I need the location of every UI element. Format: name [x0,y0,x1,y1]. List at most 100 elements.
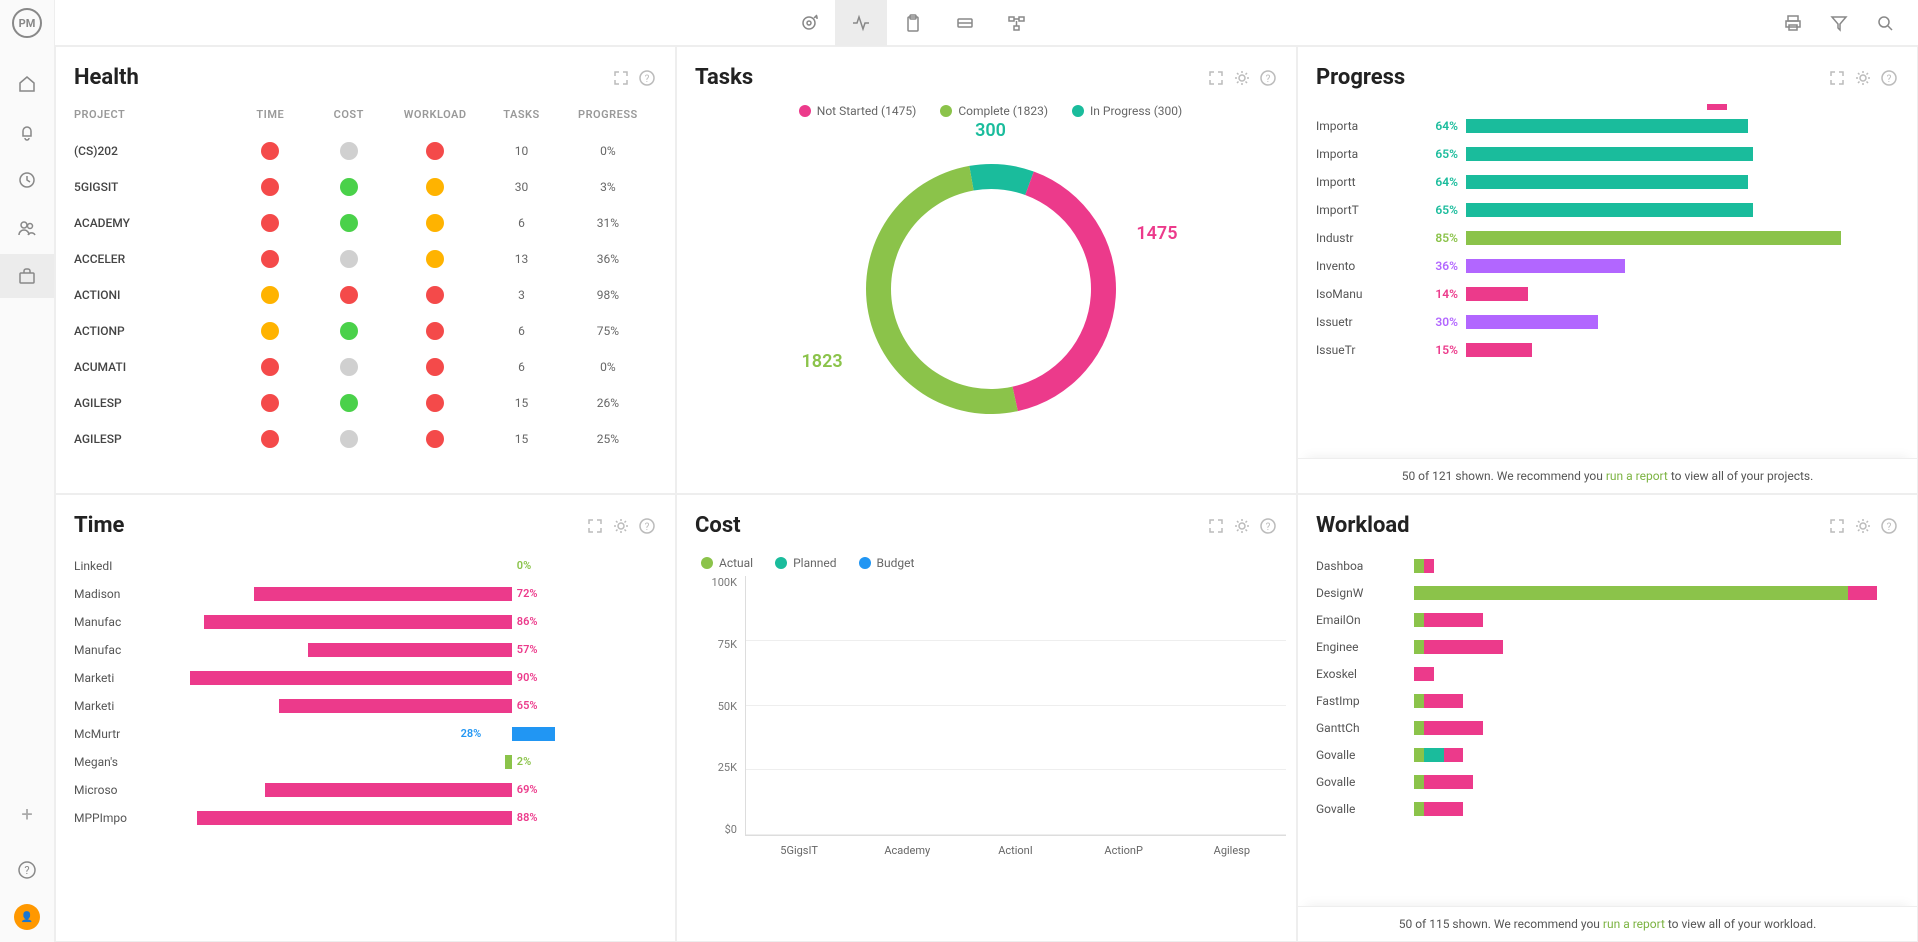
help-button[interactable]: ? [14,848,40,892]
help-icon[interactable]: ? [1258,516,1278,536]
activity-icon[interactable] [835,0,887,46]
time-row[interactable]: Marketi65% [74,692,665,720]
progress-row[interactable]: Importa65% [1316,140,1907,168]
project-name: 5GIGSIT [74,180,231,194]
time-row[interactable]: McMurtr28% [74,720,665,748]
time-row[interactable]: Madison72% [74,580,665,608]
workload-row[interactable]: DesignW [1316,579,1907,606]
help-icon[interactable]: ? [1258,68,1278,88]
time-row[interactable]: LinkedI0% [74,552,665,580]
table-row[interactable]: ACTIONP675% [74,313,665,349]
progress-row[interactable]: Industr85% [1316,224,1907,252]
run-report-link[interactable]: run a report [1606,469,1668,483]
workload-row[interactable]: Enginee [1316,633,1907,660]
tasks-count: 13 [482,252,561,266]
briefcase-icon[interactable] [0,254,54,298]
run-report-link[interactable]: run a report [1603,917,1665,931]
workload-row[interactable]: Govalle [1316,741,1907,768]
row-label: Importt [1316,175,1406,189]
workload-row[interactable]: FastImp [1316,687,1907,714]
time-row[interactable]: Manufac57% [74,636,665,664]
help-icon[interactable]: ? [1879,516,1899,536]
progress-row[interactable]: Importt64% [1316,168,1907,196]
table-row[interactable]: 5GIGSIT 303% [74,169,665,205]
table-row[interactable]: ACTIONI398% [74,277,665,313]
table-row[interactable]: AGILESP1526% [74,385,665,421]
cost-body: ActualPlannedBudget 100K75K50K25K$0 5Gig… [677,548,1296,941]
progress-row[interactable]: Importa64% [1316,112,1907,140]
workload-row[interactable]: EmailOn [1316,606,1907,633]
gear-icon[interactable] [611,516,631,536]
filter-icon[interactable] [1816,0,1862,46]
workload-row[interactable]: Exoskel [1316,660,1907,687]
bell-icon[interactable] [0,110,54,154]
home-icon[interactable] [0,62,54,106]
progress-row[interactable]: IssueTr15% [1316,336,1907,364]
progress-pct: 26% [561,396,655,410]
expand-icon[interactable] [1827,68,1847,88]
help-icon[interactable]: ? [637,516,657,536]
clipboard-icon[interactable] [887,0,939,46]
gear-icon[interactable] [1853,516,1873,536]
row-label: DesignW [1316,586,1402,600]
workload-row[interactable]: Dashboa [1316,552,1907,579]
workload-row[interactable]: Govalle [1316,795,1907,822]
expand-icon[interactable] [611,68,631,88]
workload-row[interactable]: GanttCh [1316,714,1907,741]
panel-title: Workload [1316,513,1410,538]
card-icon[interactable] [939,0,991,46]
print-icon[interactable] [1770,0,1816,46]
gear-icon[interactable] [1232,516,1252,536]
progress-row[interactable]: ImportT65% [1316,196,1907,224]
workload-status-dot [426,250,444,268]
time-row[interactable]: Manufac86% [74,608,665,636]
time-row[interactable]: MPPImpo88% [74,804,665,832]
progress-row[interactable]: IsoManu14% [1316,280,1907,308]
svg-text:?: ? [1887,74,1892,85]
row-bar [1466,287,1907,301]
column-header: PROGRESS [561,108,655,121]
workload-row[interactable]: Govalle [1316,768,1907,795]
row-label: Manufac [74,643,154,657]
progress-row[interactable]: Invento36% [1316,252,1907,280]
tasks-count: 6 [482,216,561,230]
table-row[interactable]: (CS)202100% [74,133,665,169]
row-label: EmailOn [1316,613,1402,627]
help-icon[interactable]: ? [1879,68,1899,88]
gear-icon[interactable] [1232,68,1252,88]
svg-text:?: ? [645,522,650,533]
table-row[interactable]: ACCELER1336% [74,241,665,277]
help-icon[interactable]: ? [637,68,657,88]
search-icon[interactable] [1862,0,1908,46]
add-button[interactable]: + [14,792,40,836]
row-label: IsoManu [1316,287,1406,301]
time-status-dot [261,394,279,412]
target-icon[interactable] [783,0,835,46]
table-row[interactable]: ACUMATI60% [74,349,665,385]
tasks-count: 30 [482,180,561,194]
logo[interactable]: PM [12,8,42,38]
time-row[interactable]: Marketi90% [74,664,665,692]
row-label: Govalle [1316,802,1402,816]
clock-icon[interactable] [0,158,54,202]
flow-icon[interactable] [991,0,1043,46]
row-label: Manufac [74,615,154,629]
tasks-panel: Tasks ? Not Started (1475)Complete (1823… [676,46,1297,494]
row-bar: 65% [154,697,665,715]
expand-icon[interactable] [1206,68,1226,88]
table-row[interactable]: AGILESP1525% [74,421,665,457]
expand-icon[interactable] [1827,516,1847,536]
progress-row[interactable]: Issuetr30% [1316,308,1907,336]
table-row[interactable]: ACADEMY631% [74,205,665,241]
row-bar [1466,175,1907,189]
avatar[interactable]: 👤 [14,904,40,930]
time-row[interactable]: Microso69% [74,776,665,804]
health-panel: Health ? PROJECTTIMECOSTWORKLOADTASKSPRO… [55,46,676,494]
gear-icon[interactable] [1853,68,1873,88]
time-panel: Time ? LinkedI0%Madison72%Manufac86%Manu… [55,494,676,942]
people-icon[interactable] [0,206,54,250]
progress-pct: 3% [561,180,655,194]
expand-icon[interactable] [1206,516,1226,536]
expand-icon[interactable] [585,516,605,536]
time-row[interactable]: Megan's2% [74,748,665,776]
